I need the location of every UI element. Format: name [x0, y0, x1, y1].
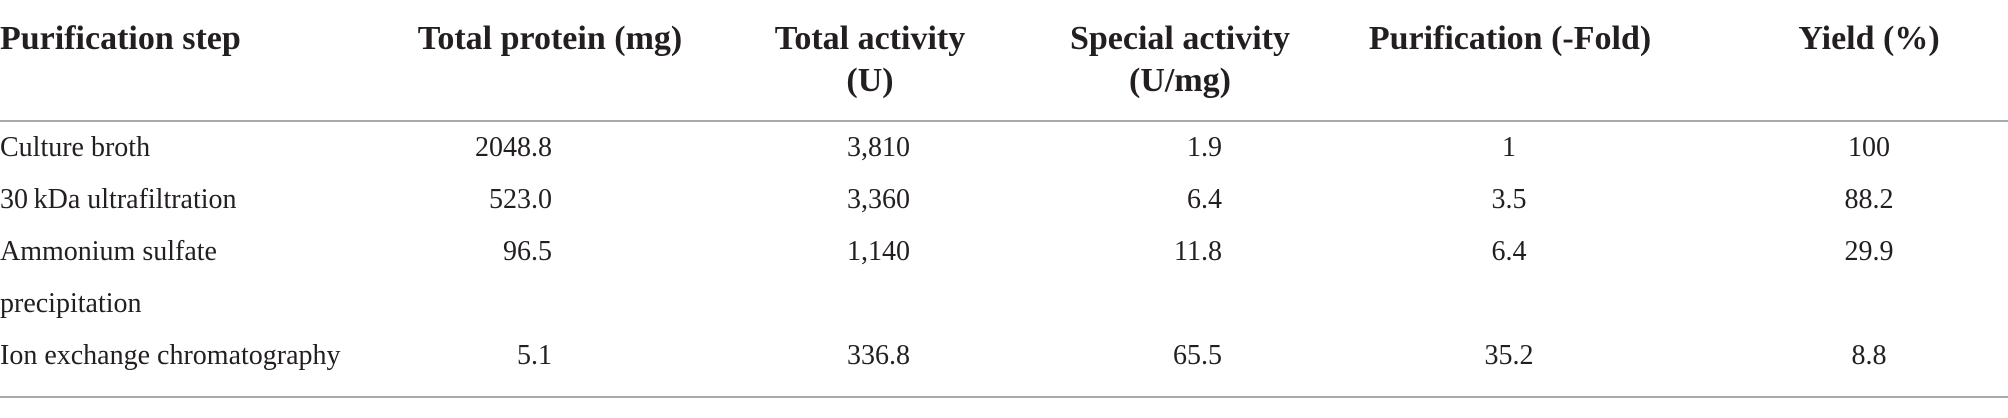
cell-purification-fold: 6.4 [1491, 236, 1527, 267]
header-purification-fold: Purification (-Fold) [1340, 0, 1680, 122]
header-special-activity-unit: (U/mg) [1129, 62, 1231, 99]
header-yield: Yield (%) [1680, 0, 2008, 122]
header-total-activity-unit: (U) [846, 62, 894, 99]
cell-step: Culture broth [0, 132, 151, 163]
cell-special-activity: 65.5 [1020, 330, 1340, 398]
cell-yield: 8.8 [1680, 330, 2008, 398]
cell-total-activity: 3,360 [847, 184, 910, 215]
table-header: Purification step Total protein (mg) Tot… [0, 0, 2008, 122]
table-row-continuation: precipitation [0, 278, 2008, 330]
cell-total-protein: 96.5 [503, 236, 552, 267]
table-body: Culture broth 2048.8 3,810 1.9 1 100 30 … [0, 121, 2008, 398]
cell-yield: 100 [1848, 132, 1890, 163]
header-total-protein: Total protein (mg) [380, 0, 720, 122]
header-yield-label: Yield (%) [1798, 20, 1940, 57]
table-row: 30 kDa ultrafiltration 523.0 3,360 6.4 3… [0, 174, 2008, 226]
cell-total-protein: 523.0 [489, 184, 552, 215]
header-row: Purification step Total protein (mg) Tot… [0, 0, 2008, 122]
header-purification-fold-label: Purification (-Fold) [1368, 20, 1652, 57]
table-row: Ammonium sulfate 96.5 1,140 11.8 6.4 29.… [0, 226, 2008, 278]
cell-purification-fold: 3.5 [1491, 184, 1527, 215]
cell-purification-fold: 35.2 [1340, 330, 1680, 398]
cell-total-activity: 1,140 [847, 236, 910, 267]
cell-step: Ion exchange chromatography [0, 330, 380, 398]
cell-total-protein: 5.1 [380, 330, 720, 398]
cell-total-activity: 336.8 [720, 330, 1020, 398]
header-total-protein-label: Total protein (mg) [417, 20, 683, 57]
cell-total-protein: 2048.8 [475, 132, 552, 163]
cell-yield: 29.9 [1844, 236, 1894, 267]
cell-special-activity: 11.8 [1174, 236, 1222, 267]
header-purification-step: Purification step [0, 0, 380, 122]
cell-yield: 88.2 [1844, 184, 1894, 215]
table-row: Ion exchange chromatography 5.1 336.8 65… [0, 330, 2008, 398]
cell-step-continued: precipitation [0, 288, 142, 319]
header-special-activity-label: Special activity [1069, 20, 1291, 57]
purification-table: Purification step Total protein (mg) Tot… [0, 0, 2008, 398]
header-special-activity: Special activity (U/mg) [1020, 0, 1340, 122]
cell-purification-fold: 1 [1502, 132, 1516, 163]
cell-step: Ammonium sulfate [0, 236, 217, 267]
cell-special-activity: 1.9 [1187, 132, 1222, 163]
cell-step: 30 kDa ultrafiltration [0, 184, 237, 215]
table-row: Culture broth 2048.8 3,810 1.9 1 100 [0, 121, 2008, 174]
cell-special-activity: 6.4 [1187, 184, 1222, 215]
header-total-activity-label: Total activity [774, 20, 966, 57]
header-purification-step-label: Purification step [0, 20, 241, 57]
header-total-activity: Total activity (U) [720, 0, 1020, 122]
cell-total-activity: 3,810 [847, 132, 910, 163]
